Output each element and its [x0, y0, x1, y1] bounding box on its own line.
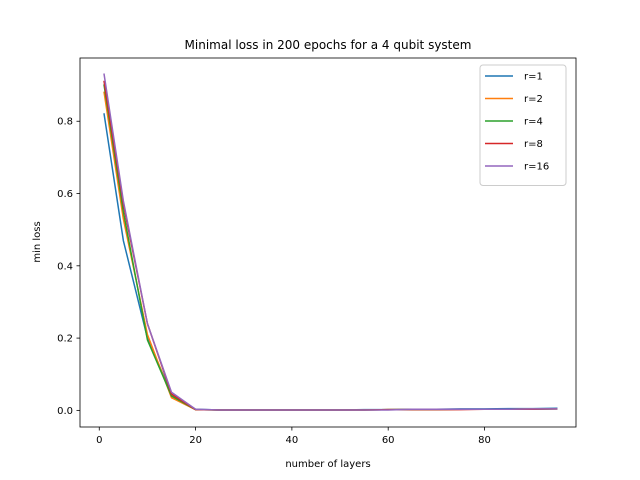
x-tick-label: 60 [382, 435, 395, 446]
x-tick-label: 40 [286, 435, 299, 446]
y-tick-label: 0.0 [57, 406, 73, 417]
axes-frame [79, 57, 577, 428]
plot-area [103, 73, 558, 411]
axes: 0 20 40 60 80 0.0 0.2 0.4 0.6 0.8 [57, 57, 577, 446]
legend: r=1 r=2 r=4 r=8 r=16 [479, 64, 567, 186]
x-tick-label: 20 [189, 435, 202, 446]
y-tick-label: 0.6 [57, 189, 73, 200]
legend-label: r=1 [524, 72, 543, 83]
y-axis-label: min loss [32, 221, 43, 262]
series-line-5 [103, 73, 558, 411]
chart-title: Minimal loss in 200 epochs for a 4 qubit… [185, 38, 472, 52]
y-tick-label: 0.4 [57, 261, 73, 272]
x-axis-label: number of layers [285, 459, 370, 470]
y-tick-label: 0.2 [57, 334, 73, 345]
legend-label: r=4 [524, 117, 543, 128]
legend-label: r=16 [524, 162, 549, 173]
legend-label: r=8 [524, 139, 543, 150]
legend-label: r=2 [524, 94, 543, 105]
x-tick-label: 0 [96, 435, 102, 446]
x-tick-label: 80 [478, 435, 491, 446]
legend-box [479, 64, 567, 186]
y-tick-label: 0.8 [57, 117, 73, 128]
